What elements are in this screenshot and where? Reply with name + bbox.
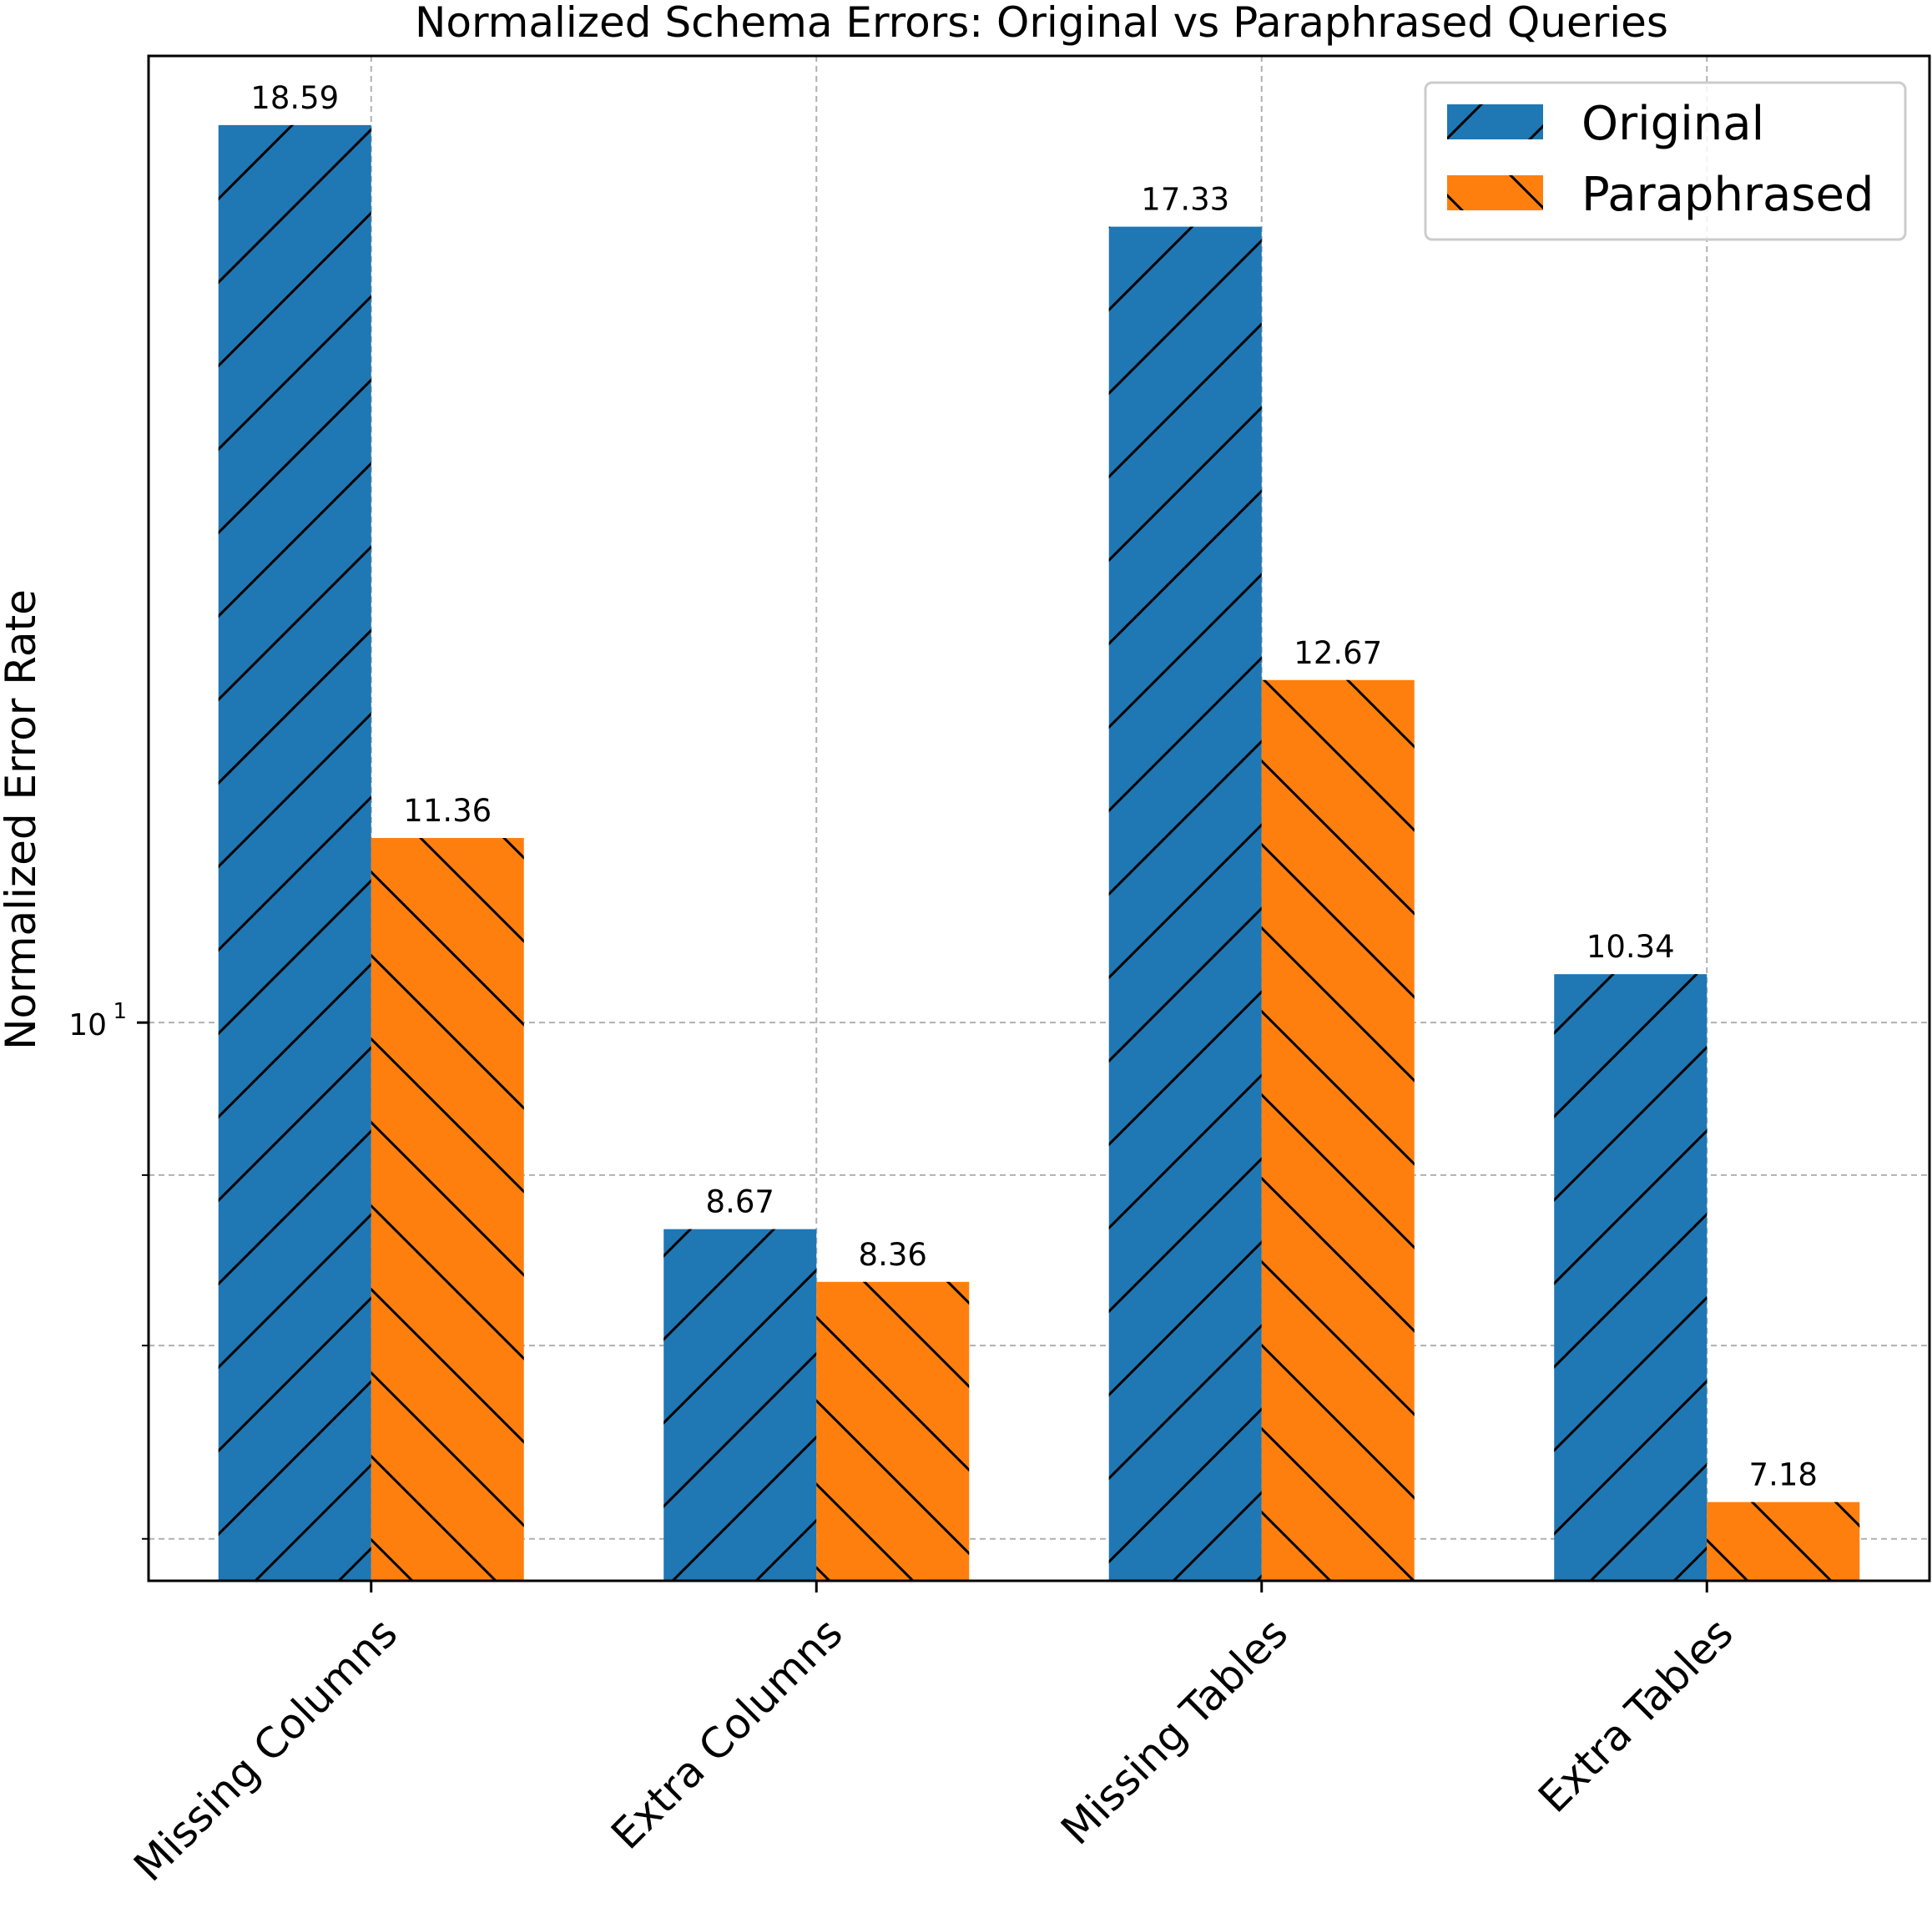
data-label: 18.59	[250, 80, 339, 116]
bar-hatch	[1108, 226, 1262, 1582]
data-label: 11.36	[403, 793, 492, 829]
plot-frame	[147, 54, 1931, 1582]
y-tick-label: 10	[68, 1008, 107, 1042]
legend-label-original: Original	[1581, 97, 1764, 151]
data-labels: 18.59 8.67 17.33 10.34 11.36 8.36 12.67 7.18	[250, 80, 1818, 1493]
bar-hatch	[1261, 679, 1415, 1581]
bar-hatch	[218, 124, 371, 1581]
x-tick-label: Extra Columns	[602, 1608, 851, 1858]
bars	[218, 124, 1860, 1582]
x-tick-label: Missing Tables	[1052, 1608, 1297, 1854]
bar-hatch	[1707, 1502, 1860, 1581]
legend-label-paraphrased: Paraphrased	[1581, 168, 1874, 222]
data-label: 8.36	[859, 1237, 927, 1273]
bar-hatch	[371, 838, 524, 1581]
data-label: 17.33	[1141, 182, 1229, 218]
legend-swatch-hatch	[1447, 104, 1543, 139]
bar-hatch	[816, 1281, 970, 1581]
bar-hatch	[1554, 974, 1708, 1581]
legend: Original Paraphrased	[1424, 81, 1907, 241]
data-label: 8.67	[706, 1184, 774, 1220]
x-tick-label: Extra Tables	[1529, 1608, 1742, 1821]
y-axis-label: Normalized Error Rate	[0, 589, 45, 1050]
bar-hatch	[663, 1229, 817, 1581]
legend-frame	[1424, 81, 1907, 241]
legend-swatch-hatch	[1447, 175, 1543, 210]
data-label: 10.34	[1586, 929, 1675, 965]
x-tick-label: Missing Columns	[124, 1608, 406, 1890]
data-label: 7.18	[1749, 1457, 1818, 1493]
chart-title: Normalized Schema Errors: Original vs Pa…	[415, 0, 1668, 47]
y-tick-exponent: 1	[113, 999, 127, 1024]
data-label: 12.67	[1294, 635, 1382, 671]
